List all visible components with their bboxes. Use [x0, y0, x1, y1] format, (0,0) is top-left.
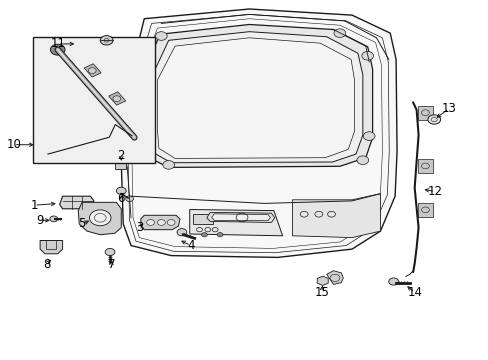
- Text: 7: 7: [107, 258, 115, 271]
- Text: 9: 9: [36, 214, 44, 227]
- Circle shape: [113, 96, 121, 102]
- Polygon shape: [60, 196, 94, 209]
- Polygon shape: [211, 214, 270, 221]
- Text: 2: 2: [117, 149, 125, 162]
- Circle shape: [163, 161, 174, 169]
- Polygon shape: [121, 9, 396, 257]
- Polygon shape: [206, 212, 274, 222]
- Text: 12: 12: [427, 185, 442, 198]
- Polygon shape: [141, 215, 180, 230]
- Bar: [417, 203, 432, 217]
- Polygon shape: [317, 276, 327, 285]
- Text: 6: 6: [117, 192, 125, 205]
- Circle shape: [50, 44, 65, 55]
- Circle shape: [88, 68, 96, 73]
- Circle shape: [155, 32, 167, 40]
- Polygon shape: [292, 194, 380, 238]
- Polygon shape: [189, 210, 282, 236]
- Polygon shape: [84, 64, 101, 77]
- Polygon shape: [40, 240, 62, 254]
- Polygon shape: [152, 32, 362, 163]
- Circle shape: [427, 115, 440, 124]
- Circle shape: [157, 220, 165, 225]
- Text: 10: 10: [6, 138, 21, 151]
- Circle shape: [361, 51, 373, 60]
- Circle shape: [125, 196, 133, 202]
- Text: 1: 1: [30, 199, 38, 212]
- Bar: [33, 37, 154, 163]
- Circle shape: [167, 220, 175, 225]
- Circle shape: [89, 210, 111, 226]
- Circle shape: [50, 216, 58, 222]
- Circle shape: [363, 132, 374, 140]
- Bar: [115, 161, 125, 169]
- Text: 15: 15: [314, 286, 328, 299]
- Text: 5: 5: [78, 217, 86, 230]
- Circle shape: [217, 233, 223, 237]
- Polygon shape: [326, 271, 343, 284]
- Text: 3: 3: [135, 221, 143, 234]
- Circle shape: [146, 220, 154, 225]
- Circle shape: [116, 187, 126, 194]
- Polygon shape: [108, 92, 125, 105]
- Polygon shape: [78, 202, 121, 235]
- Circle shape: [177, 229, 186, 236]
- Text: 13: 13: [441, 102, 455, 115]
- Bar: [193, 214, 212, 224]
- Text: 8: 8: [42, 258, 50, 271]
- Bar: [417, 106, 432, 120]
- Bar: [417, 159, 432, 173]
- Circle shape: [100, 36, 113, 45]
- Polygon shape: [144, 24, 372, 167]
- Circle shape: [201, 233, 207, 237]
- Text: 14: 14: [407, 286, 421, 299]
- Text: 4: 4: [186, 239, 194, 252]
- Circle shape: [105, 248, 115, 256]
- Text: 11: 11: [50, 37, 65, 50]
- Circle shape: [333, 29, 345, 37]
- Circle shape: [388, 278, 398, 285]
- Polygon shape: [157, 38, 354, 158]
- Circle shape: [356, 156, 368, 165]
